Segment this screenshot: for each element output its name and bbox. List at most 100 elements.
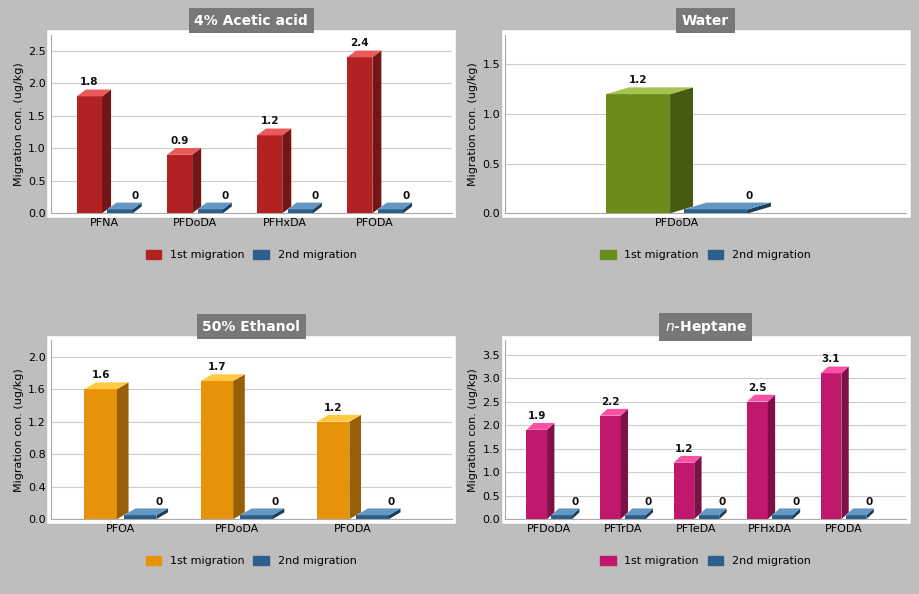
Polygon shape (316, 415, 360, 422)
Polygon shape (669, 87, 692, 213)
Polygon shape (272, 508, 284, 519)
Text: 2.4: 2.4 (350, 39, 369, 49)
Y-axis label: Migration con. (ug/kg): Migration con. (ug/kg) (468, 368, 478, 492)
Bar (820, 374, 841, 519)
Polygon shape (572, 508, 579, 519)
Polygon shape (222, 203, 232, 213)
Polygon shape (124, 508, 168, 515)
Polygon shape (866, 508, 873, 519)
Bar (673, 463, 694, 519)
Polygon shape (117, 383, 129, 519)
Polygon shape (240, 508, 284, 515)
Bar (378, 209, 403, 213)
Bar (356, 515, 389, 519)
Title: 50% Ethanol: 50% Ethanol (202, 320, 300, 334)
Text: 1.2: 1.2 (674, 444, 692, 454)
Polygon shape (694, 456, 701, 519)
Polygon shape (841, 366, 848, 519)
Polygon shape (606, 87, 692, 94)
Text: 0: 0 (865, 497, 872, 507)
Legend: 1st migration, 2nd migration: 1st migration, 2nd migration (595, 551, 815, 571)
Bar (771, 515, 792, 519)
Title: Water: Water (681, 14, 729, 28)
Bar (698, 515, 719, 519)
Bar (599, 416, 620, 519)
Text: 0: 0 (312, 191, 319, 201)
Polygon shape (620, 409, 628, 519)
Legend: 1st migration, 2nd migration: 1st migration, 2nd migration (141, 551, 361, 571)
Bar (198, 209, 222, 213)
Polygon shape (820, 366, 848, 374)
Text: 0: 0 (221, 191, 229, 201)
Polygon shape (550, 508, 579, 515)
Polygon shape (746, 395, 775, 402)
Polygon shape (156, 508, 168, 519)
Y-axis label: Migration con. (ug/kg): Migration con. (ug/kg) (468, 62, 478, 186)
Title: 4% Acetic acid: 4% Acetic acid (194, 14, 308, 28)
Text: 1.6: 1.6 (91, 370, 109, 380)
Bar (526, 430, 547, 519)
Bar (240, 515, 272, 519)
Polygon shape (526, 423, 554, 430)
Polygon shape (683, 203, 770, 209)
Polygon shape (256, 128, 291, 135)
Polygon shape (349, 415, 360, 519)
Polygon shape (85, 383, 129, 389)
Text: 0: 0 (791, 497, 799, 507)
Polygon shape (76, 90, 111, 96)
Bar (108, 209, 132, 213)
Y-axis label: Migration con. (ug/kg): Migration con. (ug/kg) (14, 368, 24, 492)
Polygon shape (233, 374, 244, 519)
Bar (346, 58, 372, 213)
Polygon shape (166, 148, 201, 155)
Bar (624, 515, 645, 519)
Title: $\mathit{n}$-Heptane: $\mathit{n}$-Heptane (664, 319, 746, 336)
Bar (288, 209, 312, 213)
Text: 0: 0 (131, 191, 139, 201)
Polygon shape (192, 148, 201, 213)
Polygon shape (198, 203, 232, 209)
Polygon shape (767, 395, 775, 519)
Polygon shape (719, 508, 726, 519)
Text: 1.2: 1.2 (628, 75, 647, 86)
Bar (606, 94, 669, 213)
Polygon shape (747, 203, 770, 213)
Bar (746, 402, 767, 519)
Bar (256, 135, 282, 213)
Text: 0.9: 0.9 (170, 136, 188, 146)
Text: 1.8: 1.8 (80, 77, 98, 87)
Text: 0: 0 (718, 497, 725, 507)
Polygon shape (792, 508, 800, 519)
Text: 3.1: 3.1 (821, 355, 839, 365)
Polygon shape (698, 508, 726, 515)
Text: 1.2: 1.2 (260, 116, 278, 127)
Bar (550, 515, 572, 519)
Polygon shape (845, 508, 873, 515)
Polygon shape (346, 50, 381, 58)
Polygon shape (102, 90, 111, 213)
Polygon shape (282, 128, 291, 213)
Bar (683, 209, 747, 213)
Text: 1.7: 1.7 (208, 362, 226, 372)
Polygon shape (389, 508, 400, 519)
Polygon shape (673, 456, 701, 463)
Polygon shape (288, 203, 322, 209)
Text: 2.5: 2.5 (747, 383, 766, 393)
Polygon shape (403, 203, 412, 213)
Polygon shape (200, 374, 244, 381)
Legend: 1st migration, 2nd migration: 1st migration, 2nd migration (141, 245, 361, 265)
Text: 2.2: 2.2 (600, 397, 618, 407)
Text: 0: 0 (644, 497, 652, 507)
Polygon shape (378, 203, 412, 209)
Polygon shape (108, 203, 142, 209)
Text: 0: 0 (571, 497, 578, 507)
Polygon shape (645, 508, 652, 519)
Bar (85, 389, 117, 519)
Bar (124, 515, 156, 519)
Polygon shape (132, 203, 142, 213)
Text: 0: 0 (271, 497, 278, 507)
Bar (845, 515, 866, 519)
Polygon shape (599, 409, 628, 416)
Text: 1.9: 1.9 (527, 411, 545, 421)
Polygon shape (372, 50, 381, 213)
